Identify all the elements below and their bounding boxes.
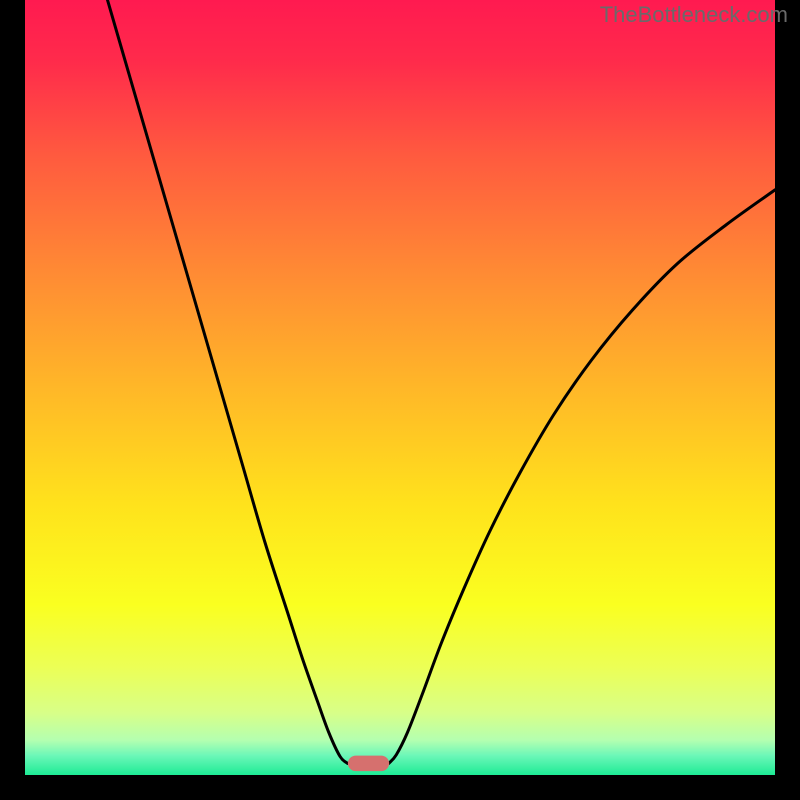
chart-container: { "watermark": { "text": "TheBottleneck.… — [0, 0, 800, 800]
optimal-marker — [348, 756, 389, 772]
border-right — [775, 0, 800, 800]
plot-background — [25, 0, 775, 775]
border-left — [0, 0, 25, 800]
border-bottom — [0, 775, 800, 800]
bottleneck-chart — [0, 0, 800, 800]
watermark-text: TheBottleneck.com — [600, 2, 788, 28]
